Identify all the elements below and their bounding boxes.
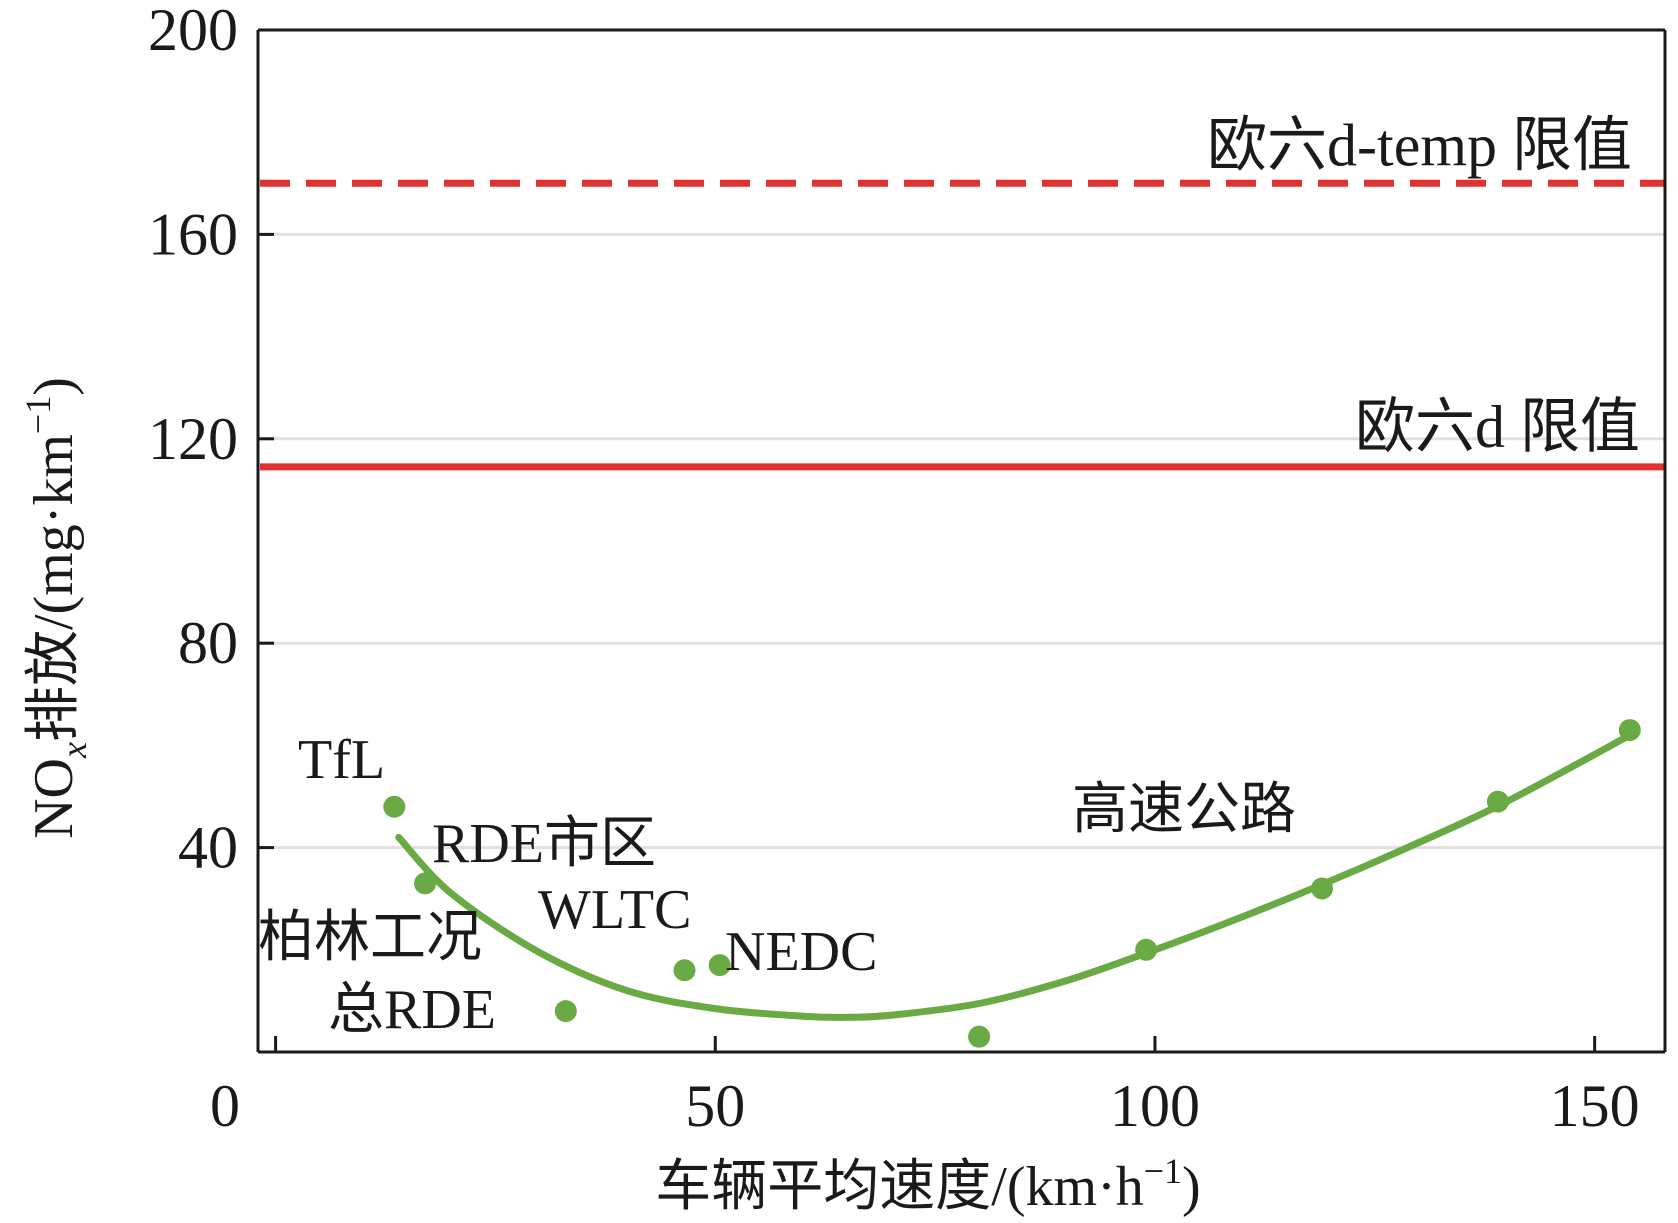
fit-curve	[395, 731, 1634, 1021]
y-tick-label-40: 40	[178, 815, 238, 881]
euro6d-limit-label: 欧六d 限值	[1355, 394, 1640, 460]
annotation-2: 柏林工况	[258, 907, 482, 969]
data-point-WLTC	[673, 959, 696, 982]
data-point-TfL	[383, 795, 406, 818]
annotation-0: TfL	[298, 729, 385, 791]
grid-lines	[258, 232, 1665, 850]
axes	[256, 28, 1667, 1054]
data-points	[383, 719, 1641, 1048]
data-point-柏林工况	[414, 872, 437, 895]
annotation-1: RDE市区	[432, 813, 656, 875]
euro6d-temp-limit-label: 欧六d-temp 限值	[1207, 112, 1632, 178]
data-point-highway-6	[1135, 938, 1158, 961]
fit-curve-layer	[395, 731, 1634, 1021]
data-point-总RDE	[708, 954, 731, 977]
annotation-5: 总RDE	[328, 979, 496, 1041]
data-point-NEDC	[554, 1000, 577, 1023]
annotation-6: 高速公路	[1072, 779, 1296, 841]
data-point-highway-9	[1618, 719, 1641, 742]
x-axis-title: 车辆平均速度/(km·h−1)	[655, 1151, 1200, 1218]
y-tick-label-200: 200	[148, 0, 238, 63]
x-tick-label-150: 150	[1550, 1073, 1640, 1139]
y-tick-label-80: 80	[178, 610, 238, 676]
data-point-highway-7	[1311, 877, 1334, 900]
axis-titles: 车辆平均速度/(km·h−1) NOx排放/(mg·km−1)	[18, 377, 1201, 1218]
y-tick-label-120: 120	[148, 406, 238, 472]
annotation-4: NEDC	[725, 921, 877, 983]
y-axis-title: NOx排放/(mg·km−1)	[18, 377, 94, 839]
tick-labels: 40 80 120 160 200 0 50 100 150	[148, 0, 1640, 1139]
x-tick-label-50: 50	[685, 1073, 745, 1139]
x-tick-label-100: 100	[1110, 1073, 1200, 1139]
y-tick-label-160: 160	[148, 201, 238, 267]
data-point-highway-8	[1486, 790, 1509, 813]
x-tick-label-0: 0	[210, 1073, 240, 1139]
annotation-3: WLTC	[538, 879, 691, 941]
data-point-highway-5	[968, 1025, 991, 1048]
